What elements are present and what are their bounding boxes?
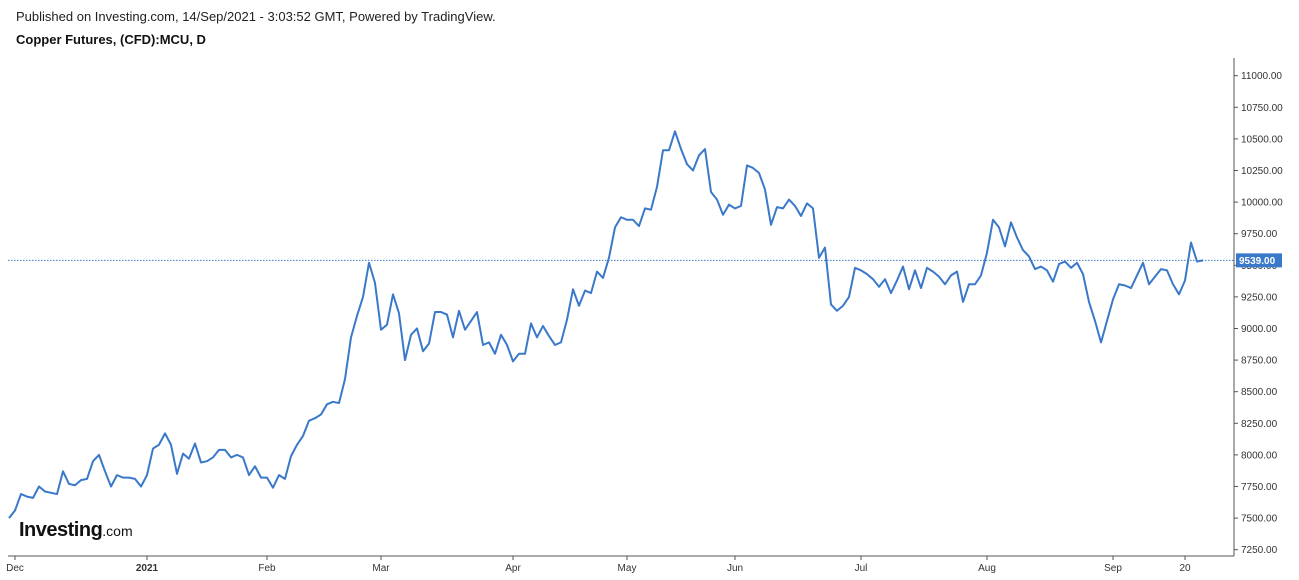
x-tick-label: Aug	[978, 563, 996, 574]
chart-header: Published on Investing.com, 14/Sep/2021 …	[16, 8, 496, 49]
plot-area	[8, 130, 1234, 519]
y-tick-label: 10000.00	[1241, 198, 1283, 209]
logo-wordmark: Investing	[19, 519, 103, 541]
symbol-title: Copper Futures, (CFD):MCU, D	[16, 32, 206, 47]
x-tick-label: May	[618, 563, 637, 574]
y-tick-label: 7500.00	[1241, 514, 1278, 525]
y-tick-label: 8500.00	[1241, 387, 1278, 398]
last-price-badge	[1236, 253, 1282, 268]
y-tick-label: 10250.00	[1241, 166, 1283, 177]
y-tick-label: 8750.00	[1241, 356, 1278, 367]
y-tick-label: 9000.00	[1241, 324, 1278, 335]
x-tick-label: Jun	[727, 563, 743, 574]
x-axis: Dec 2021 Feb Mar Apr May Jun Jul Aug Sep 20	[6, 555, 1234, 574]
x-tick-label: Feb	[258, 563, 276, 574]
y-tick-label: 8250.00	[1241, 419, 1278, 430]
published-caption: Published on Investing.com, 14/Sep/2021 …	[16, 9, 496, 24]
x-tick-label: Jul	[855, 563, 868, 574]
x-tick-label: Dec	[6, 563, 24, 574]
y-tick-label: 9250.00	[1241, 292, 1278, 303]
last-price-label: 9539.00	[1239, 256, 1276, 267]
y-tick-label: 7250.00	[1241, 545, 1278, 556]
series-line	[8, 130, 1204, 519]
y-tick-label: 10500.00	[1241, 134, 1283, 145]
x-tick-label: Mar	[372, 563, 390, 574]
x-tick-label: 20	[1179, 563, 1191, 574]
y-tick-label: 8000.00	[1241, 450, 1278, 461]
y-tick-label: 7750.00	[1241, 482, 1278, 493]
y-tick-label: 9750.00	[1241, 229, 1278, 240]
x-tick-label: Apr	[505, 563, 521, 574]
x-tick-label: 2021	[136, 563, 159, 574]
y-axis: 11000.00 10750.00 10500.00 10250.00 10000.00…	[1233, 58, 1283, 556]
investing-logo: Investing.com	[19, 519, 133, 542]
x-tick-label: Sep	[1104, 563, 1122, 574]
y-tick-label: 11000.00	[1241, 71, 1282, 82]
y-tick-label: 10750.00	[1241, 103, 1283, 114]
logo-suffix: .com	[102, 523, 133, 539]
